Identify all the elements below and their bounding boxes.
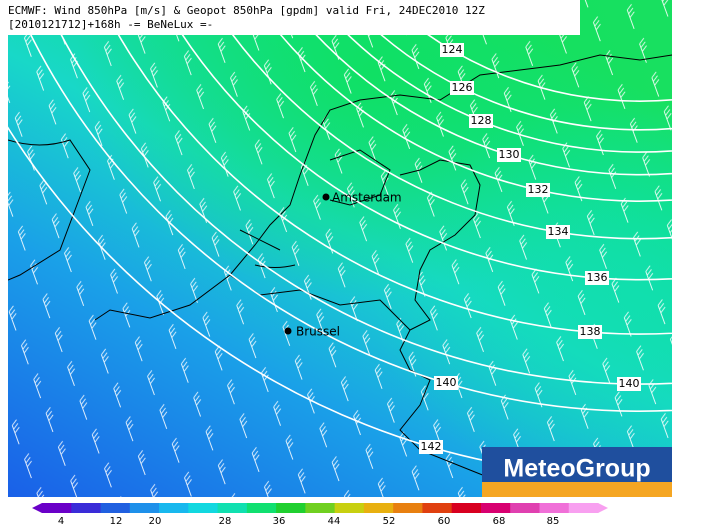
- colorbar-tick-label: 28: [219, 516, 232, 527]
- contour-line: [344, 0, 672, 131]
- city-label: Brussel: [296, 325, 340, 339]
- contour-label-bg: [419, 440, 443, 454]
- contour-label-bg: [578, 325, 602, 339]
- contour-line: [98, 0, 672, 335]
- contour-label-bg: [585, 271, 609, 285]
- contour-line: [160, 0, 672, 281]
- colorbar-tick-label: 60: [438, 516, 451, 527]
- contour-label: 130: [499, 148, 520, 161]
- colorbar-segment: [217, 503, 248, 513]
- contour-label: 138: [580, 325, 601, 338]
- colorbar-arrow: [32, 503, 42, 513]
- contour-label: 140: [619, 377, 640, 390]
- contour-label-bg: [497, 148, 521, 162]
- header-line: ECMWF: Wind 850hPa [m/s] & Geopot 850hPa…: [8, 4, 485, 17]
- colorbar-segment: [159, 503, 189, 513]
- contour-line: [252, 0, 672, 202]
- contour-label-bg: [526, 183, 550, 197]
- contour-line: [285, 0, 672, 176]
- contours: 124 126 128 130 132 134 136 138 140 140 142: [0, 0, 725, 454]
- colorbar-tick-label: 12: [110, 516, 123, 527]
- colorbar-tick-label: 36: [273, 516, 286, 527]
- contour-label: 124: [442, 43, 463, 56]
- contour-label-bg: [434, 376, 458, 390]
- colorbar-tick-label: 52: [383, 516, 396, 527]
- header-box: [0, 0, 580, 35]
- contour-line: [384, 0, 672, 102]
- colorbar-segment: [71, 503, 102, 513]
- contour-label: 126: [452, 81, 473, 94]
- colorbar-segment: [510, 503, 540, 513]
- contour-line: [0, 0, 725, 411]
- logo-stripe: [482, 482, 672, 497]
- colorbar-segment: [480, 503, 511, 513]
- colorbar-segment: [188, 503, 219, 513]
- contour-label: 134: [548, 225, 569, 238]
- colorbar-segment: [451, 503, 482, 513]
- colorbar-segment: [246, 503, 277, 513]
- city-label: Amsterdam: [332, 191, 402, 205]
- map: 124 126 128 130 132 134 136 138 140 140 142 Amster…: [0, 0, 725, 497]
- contour-line: [208, 0, 672, 240]
- colorbar-segment: [305, 503, 336, 513]
- city-dot: [322, 193, 330, 201]
- colorbar-segment: [334, 503, 365, 513]
- colorbar-segment: [100, 503, 131, 513]
- colorbar-segment: [363, 503, 394, 513]
- wind-barbs: [8, 0, 672, 497]
- colorbar-segment: [393, 503, 423, 513]
- contour-label-bg: [469, 114, 493, 128]
- contour-label: 136: [587, 271, 608, 284]
- colorbar-segment: [422, 503, 453, 513]
- colorbar-segment: [539, 503, 570, 513]
- logo: MeteoGroup: [503, 455, 650, 483]
- contour-label-bg: [440, 43, 464, 57]
- contour-label-bg: [617, 377, 641, 391]
- header-line: [2010121712]+168h -= BeNeLux =-: [8, 18, 213, 31]
- colorbar-segment: [129, 503, 160, 513]
- colorbar-arrow: [598, 503, 608, 513]
- colorbar-tick-label: 44: [328, 516, 341, 527]
- colorbar-segment: [42, 503, 72, 513]
- contour-label-bg: [546, 225, 570, 239]
- colorbar-tick-label: 4: [58, 516, 64, 527]
- colorbar-tick-label: 68: [493, 516, 506, 527]
- contour-label: 128: [471, 114, 492, 127]
- contour-label: 140: [436, 376, 457, 389]
- coastline: [8, 54, 672, 491]
- city-dot: [284, 327, 292, 335]
- contour-label: 132: [528, 183, 549, 196]
- colorbar-segment: [568, 503, 599, 513]
- contour-label: 142: [421, 440, 442, 453]
- contour-line: [314, 0, 672, 153]
- colorbar-tick-label: 20: [149, 516, 162, 527]
- colorbar-tick-label: 85: [547, 516, 560, 527]
- colorbar-segment: [276, 503, 306, 513]
- contour-label-bg: [450, 81, 474, 95]
- colorbar: 4 12 20 28 36 44 52 60 68 85: [32, 503, 608, 527]
